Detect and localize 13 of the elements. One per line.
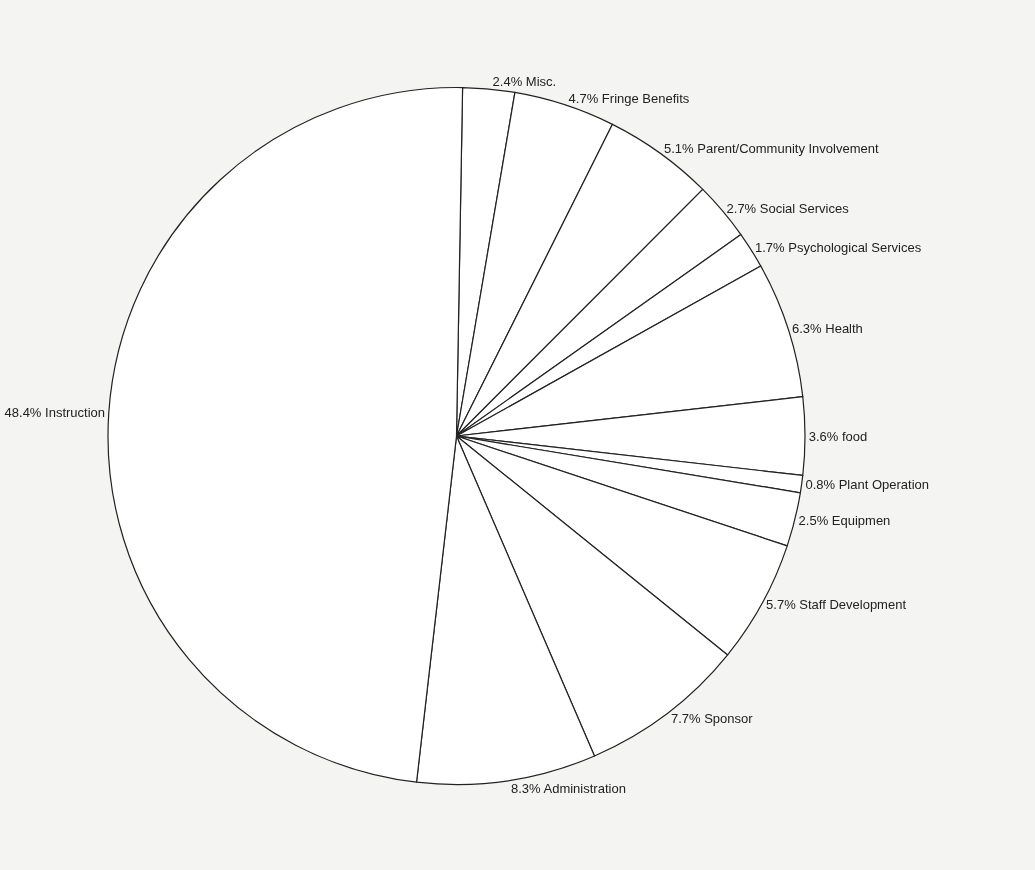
slice-label: 8.3% Administration xyxy=(510,780,626,796)
slice-label: 48.4% Instruction xyxy=(4,405,106,421)
slice-label: 2.7% Social Services xyxy=(726,200,850,216)
slice-label: 1.7% Psychological Services xyxy=(755,240,922,256)
slice-label: 6.3% Health xyxy=(792,321,863,337)
slice-label: 7.7% Sponsor xyxy=(670,710,754,726)
slice-label: 5.7% Staff Development xyxy=(766,597,907,613)
slice-label: 3.6% food xyxy=(808,428,868,444)
slice-label: 5.1% Parent/Community Involvement xyxy=(663,140,879,156)
slice-label: 2.4% Misc. xyxy=(492,74,557,90)
slice-label: 0.8% Plant Operation xyxy=(805,476,929,492)
slice-label: 2.5% Equipmen xyxy=(798,512,891,528)
slice-label: 4.7% Fringe Benefits xyxy=(568,90,690,106)
